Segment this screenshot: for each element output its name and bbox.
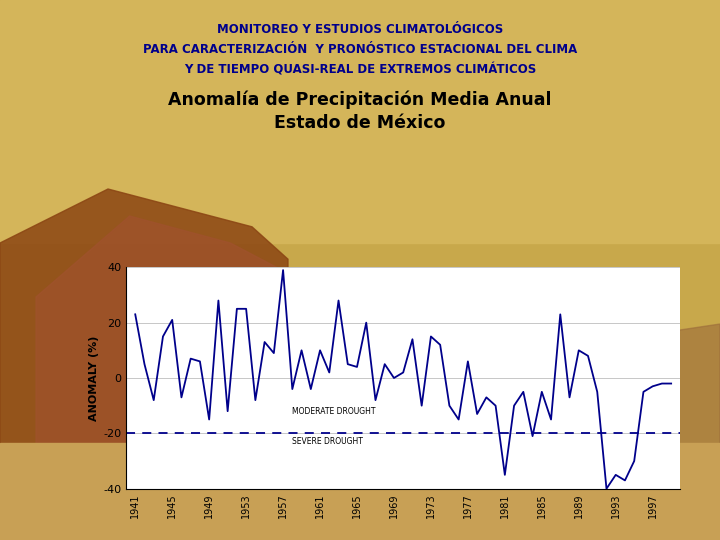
Text: SEVERE DROUGHT: SEVERE DROUGHT [292, 437, 363, 446]
Bar [0, 443, 720, 540]
Text: Anomalía de Precipitación Media Anual: Anomalía de Precipitación Media Anual [168, 91, 552, 109]
Y-axis label: ANOMALY (%): ANOMALY (%) [89, 335, 99, 421]
Bar [0, 0, 720, 243]
Text: Estado de México: Estado de México [274, 113, 446, 132]
Polygon shape [0, 189, 288, 540]
Text: MONITOREO Y ESTUDIOS CLIMATOLÓGICOS: MONITOREO Y ESTUDIOS CLIMATOLÓGICOS [217, 23, 503, 36]
Text: PARA CARACTERIZACIÓN  Y PRONÓSTICO ESTACIONAL DEL CLIMA: PARA CARACTERIZACIÓN Y PRONÓSTICO ESTACI… [143, 43, 577, 56]
Polygon shape [36, 216, 302, 540]
Text: MODERATE DROUGHT: MODERATE DROUGHT [292, 407, 376, 416]
Text: Y DE TIEMPO QUASI-REAL DE EXTREMOS CLIMÁTICOS: Y DE TIEMPO QUASI-REAL DE EXTREMOS CLIMÁ… [184, 63, 536, 76]
Polygon shape [432, 313, 720, 540]
